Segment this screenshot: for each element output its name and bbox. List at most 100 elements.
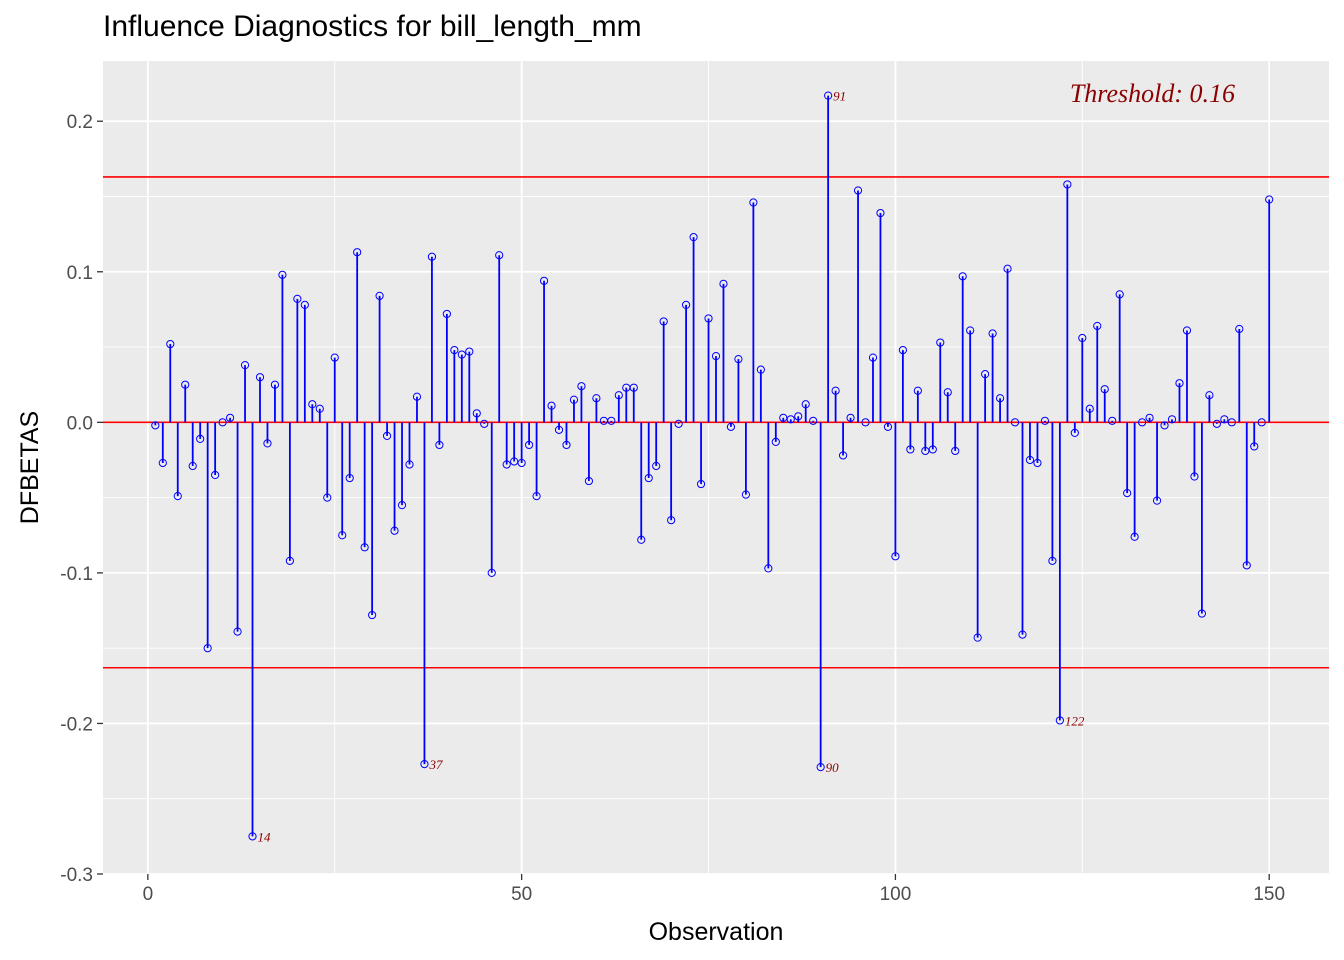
- point-49: [510, 457, 519, 466]
- point-133: [1138, 418, 1147, 427]
- point-29: [360, 543, 369, 552]
- point-53: [539, 276, 549, 285]
- point-136: [1160, 421, 1169, 430]
- point-70: [667, 516, 676, 525]
- point-107: [943, 388, 952, 397]
- point-127: [1093, 321, 1102, 331]
- point-135: [1152, 496, 1162, 505]
- point-98: [876, 208, 885, 218]
- point-16: [263, 439, 272, 448]
- point-84: [771, 437, 780, 447]
- point-5: [181, 380, 190, 389]
- point-134: [1145, 413, 1154, 422]
- point-18: [278, 270, 287, 279]
- point-45: [480, 419, 489, 428]
- point-108: [951, 446, 960, 456]
- point-77: [719, 279, 728, 288]
- point-132: [1130, 532, 1139, 541]
- point-121: [1048, 556, 1057, 565]
- point-94: [846, 413, 855, 422]
- point-112: [981, 370, 990, 379]
- point-91: [824, 91, 833, 100]
- point-95: [853, 186, 863, 195]
- point-7: [196, 434, 205, 443]
- chart-title: Influence Diagnostics for bill_length_mm: [103, 10, 642, 43]
- point-55: [554, 425, 564, 434]
- point-30: [368, 610, 377, 620]
- point-51: [525, 440, 534, 450]
- point-148: [1250, 442, 1259, 451]
- point-106: [936, 338, 945, 347]
- point-63: [614, 391, 623, 400]
- point-6: [188, 461, 197, 471]
- obs-label-91: 91: [833, 89, 846, 104]
- point-130: [1115, 290, 1124, 299]
- point-47: [495, 251, 504, 260]
- point-24: [323, 493, 332, 502]
- point-99: [883, 422, 893, 431]
- point-122: [1055, 716, 1064, 725]
- point-33: [390, 526, 399, 535]
- point-11: [225, 413, 235, 422]
- point-88: [801, 400, 810, 409]
- point-3: [166, 339, 175, 349]
- point-116: [1010, 418, 1020, 427]
- point-150: [1265, 195, 1274, 204]
- point-96: [861, 418, 870, 427]
- obs-label-90: 90: [826, 760, 840, 775]
- y-axis-title: DFBETAS: [16, 411, 44, 524]
- point-81: [749, 198, 758, 207]
- point-48: [502, 460, 511, 469]
- obs-label-122: 122: [1065, 713, 1085, 728]
- point-129: [1108, 416, 1117, 425]
- point-73: [689, 233, 698, 242]
- point-44: [472, 409, 481, 418]
- point-138: [1175, 379, 1184, 388]
- point-17: [270, 380, 280, 389]
- y-tick-label: 0.2: [67, 112, 93, 133]
- point-2: [158, 458, 167, 468]
- y-tick-label: 0.0: [67, 413, 93, 434]
- point-15: [255, 373, 265, 382]
- point-97: [868, 353, 878, 362]
- point-139: [1182, 326, 1192, 335]
- point-10: [218, 418, 227, 427]
- point-1: [151, 421, 160, 430]
- point-137: [1167, 415, 1177, 424]
- point-54: [547, 401, 556, 410]
- point-79: [734, 355, 743, 364]
- point-103: [913, 386, 922, 395]
- point-146: [1235, 324, 1244, 334]
- point-113: [988, 329, 997, 338]
- point-31: [375, 291, 384, 300]
- point-38: [427, 252, 437, 261]
- point-20: [293, 294, 302, 303]
- point-67: [644, 473, 653, 483]
- y-axis: -0.3 -0.2 -0.1 0.0 0.1 0.2: [60, 112, 103, 886]
- point-41: [450, 345, 459, 355]
- x-axis: 0 50 100 150: [143, 874, 1285, 905]
- point-85: [779, 413, 788, 422]
- y-tick-label: -0.2: [60, 714, 93, 735]
- observation-labels: 14 37 90 91 122: [258, 89, 1085, 845]
- point-117: [1018, 630, 1027, 639]
- point-74: [696, 479, 706, 489]
- point-145: [1227, 418, 1236, 427]
- point-126: [1085, 404, 1094, 413]
- point-46: [487, 568, 496, 577]
- point-34: [397, 501, 407, 510]
- point-124: [1070, 428, 1079, 437]
- point-39: [435, 440, 444, 450]
- point-series: [151, 91, 1274, 841]
- point-65: [629, 383, 638, 392]
- point-125: [1078, 333, 1087, 343]
- point-71: [674, 419, 683, 428]
- point-110: [966, 326, 975, 335]
- point-60: [592, 394, 601, 403]
- point-89: [809, 416, 818, 425]
- point-82: [756, 365, 765, 374]
- point-68: [652, 461, 661, 471]
- point-92: [831, 386, 840, 395]
- threshold-label: Threshold: 0.16: [1070, 79, 1235, 108]
- point-56: [562, 440, 571, 450]
